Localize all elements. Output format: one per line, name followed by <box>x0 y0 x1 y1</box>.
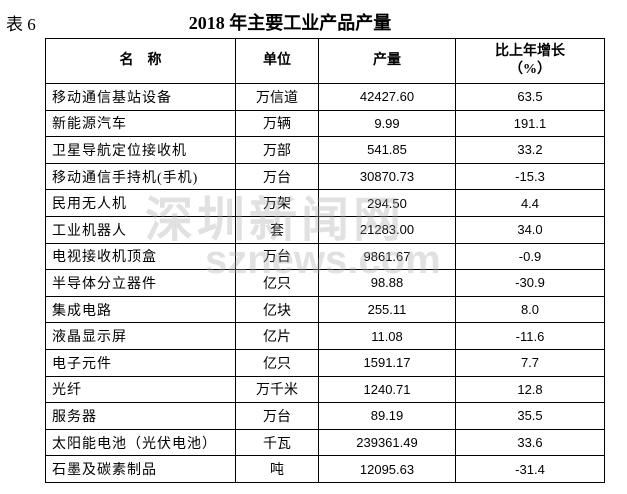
column-header: 名 称 <box>45 38 236 84</box>
table-cell: 服务器 <box>45 402 236 430</box>
table-cell: 太阳能电池（光伏电池） <box>45 428 236 457</box>
table-cell: 集成电路 <box>45 295 236 324</box>
table-cell: 12.8 <box>455 375 605 404</box>
column-header: 单位 <box>235 38 319 84</box>
table-row: 移动通信手持机(手机) 万台 30870.73 -15.3 <box>45 162 605 191</box>
table-cell: 4.4 <box>455 189 605 217</box>
column-header-line: （%） <box>509 62 551 77</box>
table-row: 服务器 万台 89.19 35.5 <box>45 402 605 430</box>
table-cell: -30.9 <box>455 269 605 297</box>
table-cell: 万千米 <box>235 375 319 404</box>
table-cell: 移动通信手持机(手机) <box>45 162 236 191</box>
table-row: 卫星导航定位接收机 万部 541.85 33.2 <box>45 136 605 164</box>
table-cell: 万台 <box>235 162 319 191</box>
table-row: 石墨及碳素制品吨 12095.63 -31.4 <box>45 455 605 483</box>
table-cell: 万台 <box>235 402 319 430</box>
table-cell: 239361.49 <box>318 428 456 457</box>
column-header-line: 比上年增长 <box>495 44 565 59</box>
table-body: 移动通信基站设备 万信道 42427.60 63.5 新能源汽车 万辆 9.99 191.1 卫… <box>45 83 605 483</box>
table-row: 液晶显示屏 亿片 11.08 -11.6 <box>45 322 605 350</box>
table-cell: 1591.17 <box>318 348 456 377</box>
table-row: 光纤 万千米 1240.71 12.8 <box>45 375 605 404</box>
table-row: 半导体分立器件 亿只 98.88 -30.9 <box>45 269 605 297</box>
table-cell: 21283.00 <box>318 215 456 244</box>
table-cell: -15.3 <box>455 162 605 191</box>
table-cell: 1240.71 <box>318 375 456 404</box>
table-cell: 移动通信基站设备 <box>45 83 236 111</box>
table-cell: 12095.63 <box>318 455 456 483</box>
table-cell: 液晶显示屏 <box>45 322 236 350</box>
table-row: 电子元件 亿只 1591.17 7.7 <box>45 348 605 377</box>
table-cell: 电子元件 <box>45 348 236 377</box>
table-cell: 89.19 <box>318 402 456 430</box>
table-cell: 万辆 <box>235 109 319 138</box>
table-row: 民用无人机 万架 294.50 4.4 <box>45 189 605 217</box>
data-table: 名 称单位 产量 比上年增长 （%） 移动通信基站设备 万信道 42427.60 63.5 新… <box>45 38 605 483</box>
table-cell: 卫星导航定位接收机 <box>45 136 236 164</box>
table-title: 2018 年主要工业产品产量 <box>188 13 392 33</box>
table-cell: 千瓦 <box>235 428 319 457</box>
table-cell: 万台 <box>235 242 319 271</box>
table-label: 表 6 <box>6 15 36 34</box>
table-cell: -11.6 <box>455 322 605 350</box>
table-cell: 亿块 <box>235 295 319 324</box>
table-cell: 11.08 <box>318 322 456 350</box>
table-cell: 255.11 <box>318 295 456 324</box>
table-row: 集成电路 亿块 255.11 8.0 <box>45 295 605 324</box>
table-cell: 半导体分立器件 <box>45 269 236 297</box>
table-cell: 8.0 <box>455 295 605 324</box>
table-cell: 光纤 <box>45 375 236 404</box>
table-cell: 亿只 <box>235 269 319 297</box>
table-cell: 541.85 <box>318 136 456 164</box>
table-cell: -31.4 <box>455 455 605 483</box>
table-cell: 民用无人机 <box>45 189 236 217</box>
table-row: 太阳能电池（光伏电池） 千瓦 239361.49 33.6 <box>45 428 605 457</box>
table-row: 新能源汽车 万辆 9.99 191.1 <box>45 109 605 138</box>
table-cell: -0.9 <box>455 242 605 271</box>
table-row: 工业机器人套 21283.00 34.0 <box>45 215 605 244</box>
table-cell: 石墨及碳素制品 <box>45 455 236 483</box>
table-cell: 新能源汽车 <box>45 109 236 138</box>
table-cell: 电视接收机顶盒 <box>45 242 236 271</box>
table-cell: 万信道 <box>235 83 319 111</box>
table-cell: 30870.73 <box>318 162 456 191</box>
table-cell: 294.50 <box>318 189 456 217</box>
table-cell: 9.99 <box>318 109 456 138</box>
table-cell: 98.88 <box>318 269 456 297</box>
table-cell: 亿片 <box>235 322 319 350</box>
table-cell: 亿只 <box>235 348 319 377</box>
table-cell: 42427.60 <box>318 83 456 111</box>
table-cell: 34.0 <box>455 215 605 244</box>
header-row: 名 称单位 产量 比上年增长 （%） <box>45 38 605 84</box>
table-cell: 9861.67 <box>318 242 456 271</box>
table-cell: 33.2 <box>455 136 605 164</box>
table-row: 移动通信基站设备 万信道 42427.60 63.5 <box>45 83 605 111</box>
table-cell: 191.1 <box>455 109 605 138</box>
table-cell: 吨 <box>235 455 319 483</box>
column-header: 产量 <box>318 38 456 84</box>
table-cell: 63.5 <box>455 83 605 111</box>
table-cell: 35.5 <box>455 402 605 430</box>
table-cell: 工业机器人 <box>45 215 236 244</box>
column-header: 比上年增长 （%） <box>455 38 605 84</box>
table-cell: 万架 <box>235 189 319 217</box>
table-cell: 33.6 <box>455 428 605 457</box>
table-cell: 万部 <box>235 136 319 164</box>
table-row: 电视接收机顶盒 万台 9861.67 -0.9 <box>45 242 605 271</box>
table-cell: 7.7 <box>455 348 605 377</box>
table-cell: 套 <box>235 215 319 244</box>
